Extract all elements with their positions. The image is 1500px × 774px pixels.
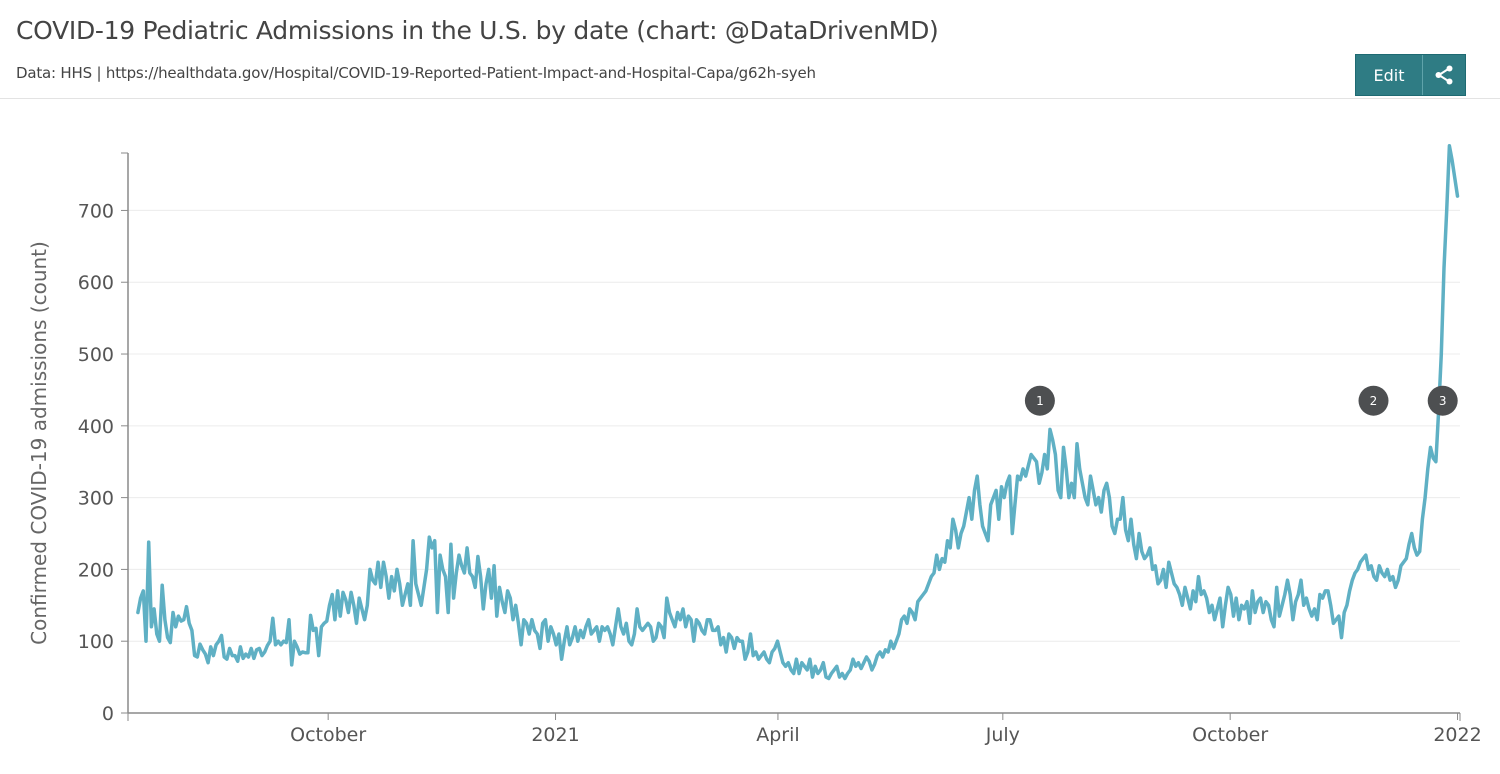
y-tick-label: 700 <box>78 200 114 222</box>
edit-button[interactable]: Edit <box>1356 55 1423 95</box>
annotation-label: 3 <box>1439 394 1447 408</box>
share-button[interactable] <box>1423 55 1465 95</box>
y-axis: 0 100 200 300 400 500 600 700 <box>78 152 129 725</box>
annotation-badge <box>1024 385 1055 416</box>
y-tick-label: 200 <box>78 559 114 581</box>
x-tick-label: 2022 <box>1433 724 1481 746</box>
x-tick-label: October <box>290 724 366 746</box>
y-tick-label: 400 <box>78 416 114 438</box>
annotation-marker-3: 3 <box>1427 385 1458 416</box>
x-tick-label: April <box>756 724 799 746</box>
annotation-marker-2: 2 <box>1358 385 1389 416</box>
y-tick-label: 0 <box>102 703 114 725</box>
chart-source: Data: HHS | https://healthdata.gov/Hospi… <box>16 64 816 82</box>
share-icon <box>1435 65 1453 85</box>
y-tick-label: 300 <box>78 488 114 510</box>
x-tick-label: July <box>985 724 1020 746</box>
annotation-marker-1: 1 <box>1024 385 1055 416</box>
annotation-badge <box>1427 385 1458 416</box>
y-tick-label: 100 <box>78 631 114 653</box>
series-line[interactable] <box>136 144 1460 681</box>
y-tick-label: 600 <box>78 272 114 294</box>
annotation-badge <box>1358 385 1389 416</box>
chart-actions: Edit <box>1355 54 1466 96</box>
annotation-label: 2 <box>1370 394 1378 408</box>
annotation-label: 1 <box>1036 394 1044 408</box>
annotations: 1 2 3 <box>1024 385 1458 416</box>
x-tick-label: October <box>1192 724 1268 746</box>
chart-area: 0 100 200 300 400 500 600 700 October 2021 April J… <box>27 144 1482 746</box>
gridlines <box>128 209 1460 642</box>
x-tick-label: 2021 <box>531 724 579 746</box>
x-axis: October 2021 April July October 2022 <box>127 712 1482 746</box>
y-tick-label: 500 <box>78 344 114 366</box>
chart-header: COVID-19 Pediatric Admissions in the U.S… <box>0 0 1500 99</box>
y-axis-title: Confirmed COVID-19 admissions (count) <box>27 241 51 645</box>
chart-title: COVID-19 Pediatric Admissions in the U.S… <box>16 16 939 45</box>
